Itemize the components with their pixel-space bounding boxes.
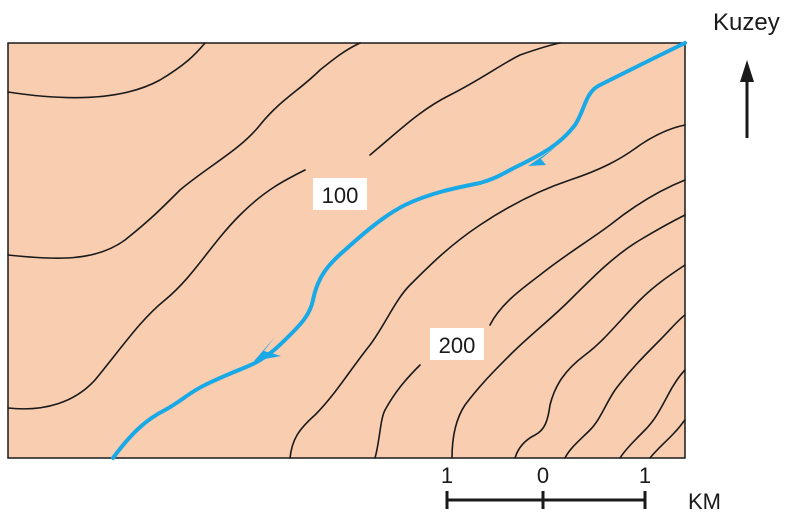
scale-tick-label: 0 [537, 463, 549, 488]
river [111, 41, 687, 460]
contour-line [649, 419, 686, 459]
contour-line [7, 42, 361, 260]
contour-line [514, 264, 686, 459]
contour-line [7, 42, 561, 410]
river-line [111, 41, 687, 460]
scale-unit: KM [688, 489, 721, 514]
scale-tick-label: 1 [441, 463, 453, 488]
north-arrow-icon [740, 60, 754, 138]
scale-bar: 1 0 1 KM [441, 463, 721, 514]
north-label: Kuzey [713, 9, 780, 36]
contour-line [7, 42, 206, 99]
contour-line [619, 369, 686, 459]
contour-line [374, 179, 686, 459]
contour-label-bg [313, 178, 367, 210]
contour-label-100: 100 [322, 183, 359, 208]
river-flow-arrow [254, 337, 281, 361]
scale-tick-label: 1 [639, 463, 651, 488]
contour-lines [7, 42, 686, 459]
contour-line [564, 314, 686, 459]
contour-line [451, 214, 686, 459]
contour-label-bg [430, 328, 484, 360]
river-flow-arrow [528, 147, 556, 166]
contour-line [289, 124, 686, 459]
contour-label-200: 200 [439, 333, 476, 358]
